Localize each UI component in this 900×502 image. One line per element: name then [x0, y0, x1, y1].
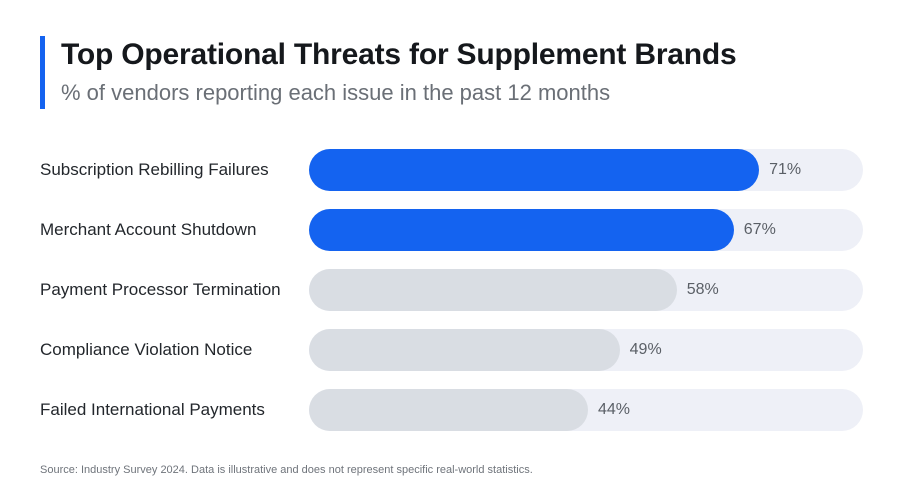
- bar: [309, 209, 734, 251]
- bar-track: 58%: [309, 269, 863, 311]
- bar-track: 71%: [309, 149, 863, 191]
- bar-track: 67%: [309, 209, 863, 251]
- category-label: Merchant Account Shutdown: [40, 220, 257, 239]
- bar-row: Failed International Payments 44%: [0, 389, 900, 431]
- category-label: Payment Processor Termination: [40, 280, 281, 299]
- bar: [309, 329, 620, 371]
- bar-row: Compliance Violation Notice 49%: [0, 329, 900, 371]
- bar-row: Merchant Account Shutdown 67%: [0, 209, 900, 251]
- category-label: Compliance Violation Notice: [40, 340, 253, 359]
- bar: [309, 269, 677, 311]
- bar-row: Subscription Rebilling Failures 71%: [0, 149, 900, 191]
- bar-track: 44%: [309, 389, 863, 431]
- chart-subtitle: % of vendors reporting each issue in the…: [61, 80, 611, 105]
- category-label: Subscription Rebilling Failures: [40, 160, 269, 179]
- category-label: Failed International Payments: [40, 400, 265, 419]
- title-accent-bar: [40, 36, 45, 109]
- value-label: 49%: [629, 341, 662, 358]
- bar: [309, 389, 588, 431]
- bar: [309, 149, 760, 191]
- value-label: 67%: [743, 221, 776, 238]
- bar-row: Payment Processor Termination 58%: [0, 269, 900, 311]
- value-label: 58%: [686, 281, 719, 298]
- value-label: 44%: [597, 401, 630, 418]
- source-note: Source: Industry Survey 2024. Data is il…: [40, 464, 533, 476]
- value-label: 71%: [769, 161, 802, 178]
- bar-track: 49%: [309, 329, 863, 371]
- chart-title: Top Operational Threats for Supplement B…: [61, 38, 737, 71]
